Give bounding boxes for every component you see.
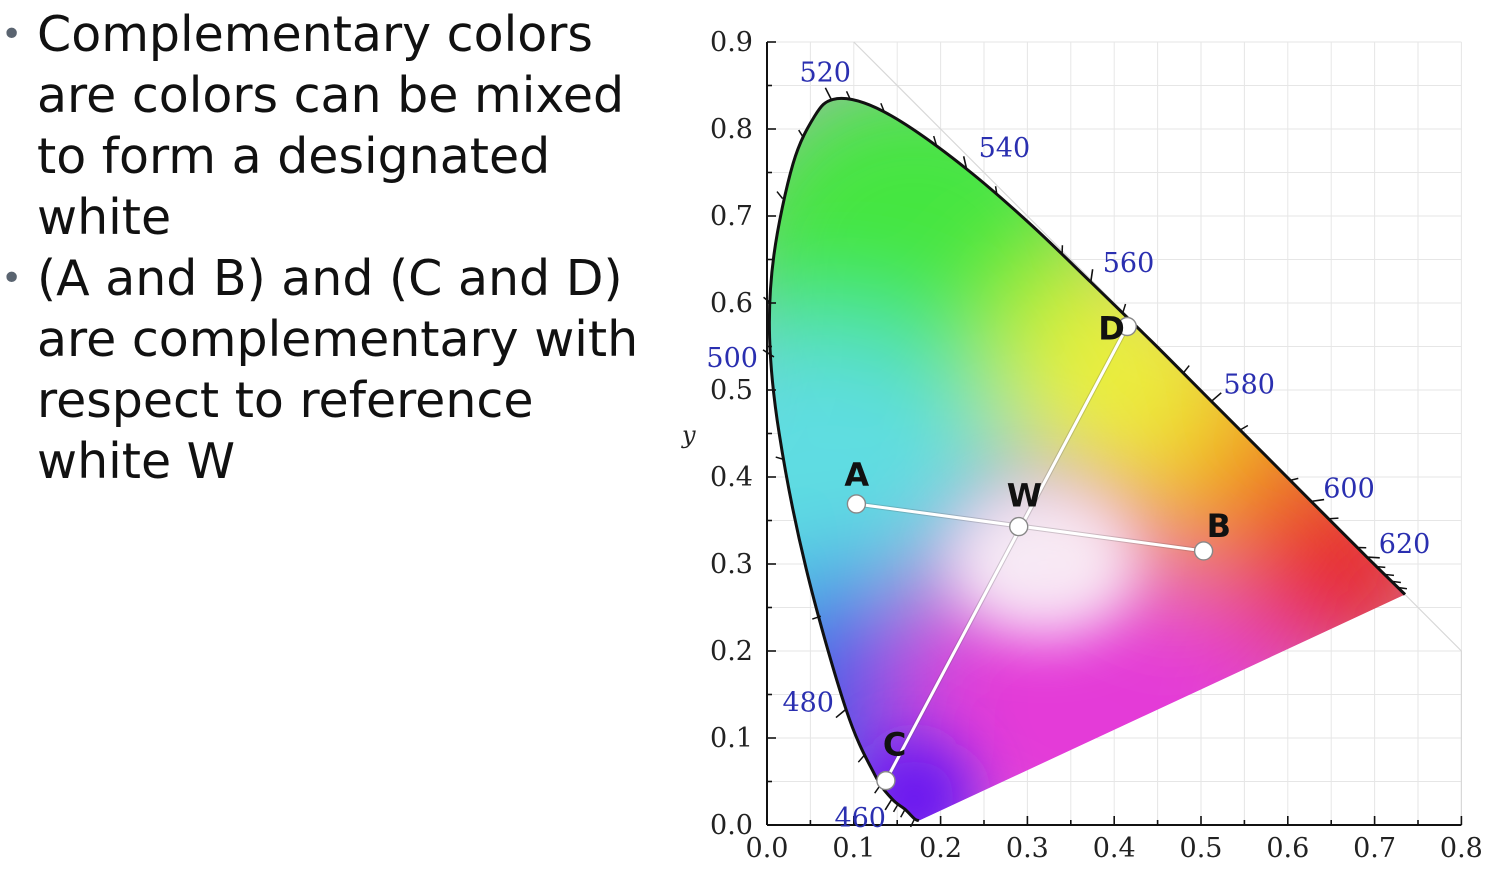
line-C-D	[884, 325, 1129, 782]
point-A	[846, 494, 867, 514]
x-tick-label: 0.0	[746, 833, 789, 864]
wavelength-label-540: 540	[979, 133, 1031, 164]
wavelength-tick	[824, 87, 832, 100]
outer-boundary-guide	[853, 41, 1462, 825]
wavelength-tick	[1089, 269, 1094, 283]
wavelength-tick	[1366, 556, 1380, 559]
locus-tick	[880, 102, 885, 112]
wavelength-label-520: 520	[799, 57, 851, 88]
point-label-W: W	[1007, 477, 1042, 515]
point-label-B: B	[1207, 507, 1231, 545]
wavelength-label-600: 600	[1323, 473, 1375, 504]
locus-tick	[1289, 477, 1299, 482]
wavelength-label-560: 560	[1103, 248, 1155, 279]
x-tick-label: 0.3	[1006, 833, 1049, 864]
y-tick-label: 0.9	[710, 27, 753, 58]
cie-chromaticity-diagram: 0.0 0.1 0.2 0.3 0.4 0.5 0.6 0.7 0.8 0.0 0.1 0.2 0.3 0…	[681, 27, 1483, 864]
bullet-complementary-definition: Complementary colors are colors can be m…	[0, 4, 660, 248]
locus-tick	[1329, 517, 1339, 520]
y-tick-label: 0.5	[710, 375, 753, 406]
point-C	[876, 770, 896, 791]
spectral-locus	[767, 96, 1407, 823]
x-tick-label: 0.5	[1180, 833, 1223, 864]
point-label-A: A	[844, 456, 869, 494]
locus-tick	[932, 135, 937, 145]
violet-region	[854, 738, 975, 821]
y-tick-label: 0.6	[710, 288, 753, 319]
point-label-C: C	[883, 726, 906, 764]
wavelength-label-460: 460	[834, 803, 886, 834]
x-tick-label: 0.2	[919, 833, 962, 864]
locus-tick	[1376, 565, 1386, 569]
x-tick-label: 0.8	[1440, 833, 1483, 864]
locus-tick	[1391, 580, 1401, 584]
locus-tick	[900, 808, 906, 818]
bullet-list: Complementary colors are colors can be m…	[0, 4, 660, 492]
line-A-B	[856, 502, 1204, 553]
wavelength-label-580: 580	[1223, 369, 1275, 400]
locus-tick	[845, 90, 852, 100]
locus-tick	[857, 754, 865, 763]
wavelength-tick	[835, 708, 847, 719]
wavelength-tick	[884, 798, 893, 811]
locus-tick	[775, 456, 785, 461]
locus-tick	[812, 615, 822, 620]
point-label-D: D	[1098, 309, 1125, 347]
y-tick-label: 0.4	[710, 462, 753, 493]
x-tick-label: 0.7	[1353, 833, 1396, 864]
y-tick-label: 0.0	[710, 810, 753, 841]
y-axis-label: y	[681, 421, 696, 449]
locus-tick	[1183, 365, 1190, 374]
wavelength-tick	[762, 349, 775, 358]
locus-tick	[1384, 573, 1395, 577]
x-tick-label: 0.1	[832, 833, 875, 864]
bullet-complementary-pairs: (A and B) and (C and D) are complementar…	[0, 248, 660, 492]
x-tick-label: 0.4	[1093, 833, 1136, 864]
locus-tick	[994, 186, 998, 196]
chromaticity-points: A B C D W	[844, 309, 1231, 791]
y-tick-label: 0.2	[710, 636, 753, 667]
wavelength-label-480: 480	[782, 687, 834, 718]
spectral-locus-ticks	[763, 90, 1408, 828]
locus-tick	[1239, 424, 1249, 431]
complementary-lines	[856, 325, 1204, 782]
white-region	[949, 489, 1140, 639]
y-tick-label: 0.8	[710, 114, 753, 145]
wavelength-label-620: 620	[1379, 529, 1431, 560]
point-B	[1193, 541, 1214, 561]
locus-tick	[1122, 303, 1127, 313]
y-tick-label: 0.1	[710, 723, 753, 754]
locus-tick	[798, 129, 805, 139]
locus-tick	[892, 803, 899, 813]
locus-tick	[1397, 586, 1408, 590]
point-W	[1009, 516, 1029, 537]
locus-tick	[776, 191, 784, 200]
wavelength-tick	[962, 156, 968, 170]
chart-axes: 0.0 0.1 0.2 0.3 0.4 0.5 0.6 0.7 0.8 0.0 0.1 0.2 0.3 0…	[710, 27, 1483, 864]
wavelength-label-500: 500	[706, 343, 758, 374]
wavelength-tick	[1210, 392, 1222, 402]
wavelength-tick	[1311, 498, 1325, 503]
y-tick-label: 0.7	[710, 201, 753, 232]
x-tick-label: 0.6	[1266, 833, 1309, 864]
y-tick-label: 0.3	[710, 549, 753, 580]
point-D	[1117, 316, 1137, 337]
